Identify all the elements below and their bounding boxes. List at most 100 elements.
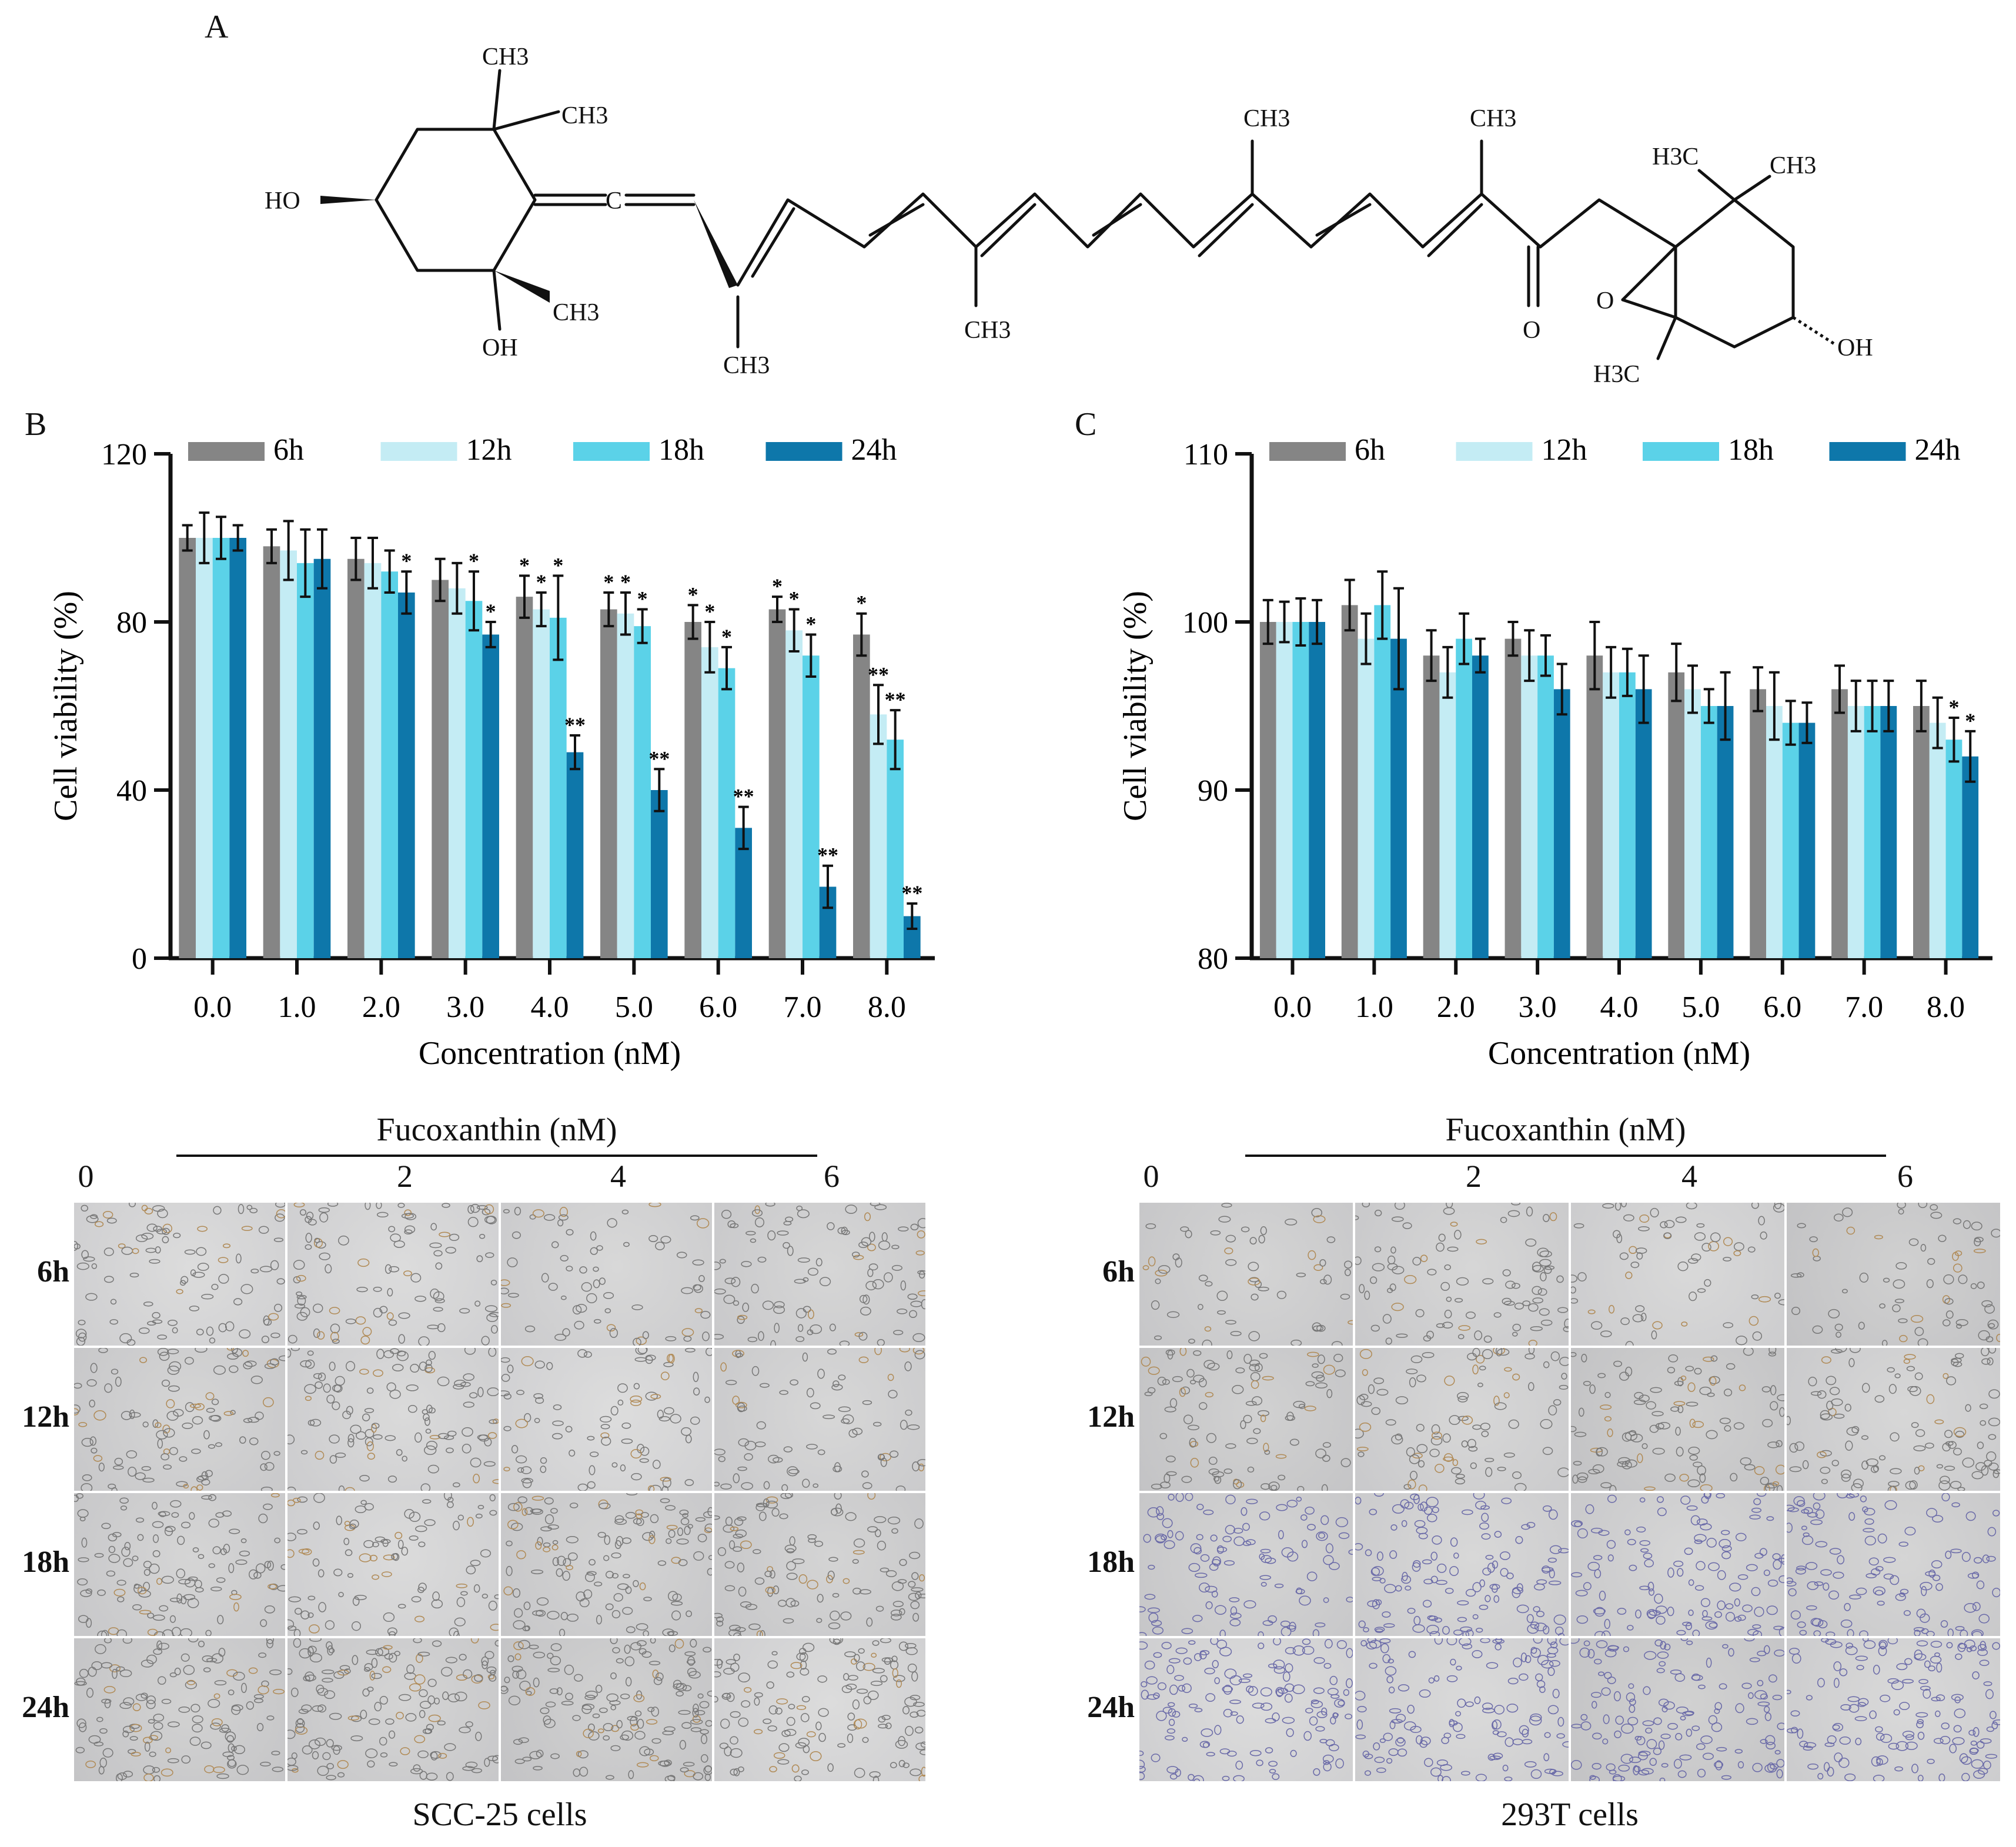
bar-chart-scc25: 0 40 80 120 Cell viability (%) 0.0 1.0 2.0 * 3.0 *… — [48, 433, 935, 1072]
chart0-xtick-label-6: 6.0 — [699, 991, 737, 1024]
left-micrograph-cells-1-1 — [287, 1348, 499, 1491]
chart0-sig-18h-7: * — [805, 612, 816, 635]
chart0-xtick-label-2: 2.0 — [362, 991, 400, 1024]
chart0-sig-12h-6: * — [704, 600, 715, 623]
left-micrograph-2-1 — [287, 1493, 499, 1636]
chart1-legend-label-24h: 24h — [1915, 433, 1961, 467]
mol-label-4: CH3 — [553, 299, 599, 326]
left-micrograph-cells-2-1 — [287, 1493, 499, 1636]
caption-293t: 293T cells — [1501, 1796, 1639, 1833]
left-micrograph-0-0 — [74, 1203, 285, 1346]
chart0-sig-12h-8: ** — [868, 662, 889, 686]
chart0-sig-24h-6: ** — [733, 785, 754, 808]
left-micrograph-cells-2-2 — [503, 1493, 712, 1636]
chart1-xtick-label-6: 6.0 — [1763, 991, 1801, 1024]
left-micrograph-0-2 — [501, 1203, 712, 1346]
chart0-xtick-label-1: 1.0 — [278, 991, 316, 1024]
chart1-xtick-label-3: 3.0 — [1519, 991, 1557, 1024]
mol-label-5: OH — [482, 334, 518, 362]
chart0-xtick-label-7: 7.0 — [784, 991, 822, 1024]
right-micrograph-1-3 — [1787, 1348, 2000, 1491]
chart1-bar-6h-7 — [1831, 689, 1848, 958]
left-col-label-3: 6 — [824, 1159, 840, 1194]
left-micrograph-cells-2-3 — [714, 1493, 925, 1636]
chart0-bar-12h-0 — [196, 538, 213, 958]
chart1-bar-12h-3 — [1521, 655, 1538, 958]
right-col-label-1: 2 — [1466, 1159, 1482, 1194]
right-row-label-1: 12h — [1087, 1400, 1135, 1434]
chart1-bar-6h-3 — [1505, 638, 1522, 958]
right-micrograph-cells-2-3 — [1787, 1493, 2000, 1636]
chart1-ytick-label-1: 90 — [1198, 774, 1228, 808]
panel-label-a: A — [205, 9, 229, 45]
chart0-bar-6h-6 — [684, 622, 701, 958]
fucoxanthin-bracket-left — [176, 1155, 817, 1157]
right-micrograph-cells-0-1 — [1355, 1203, 1569, 1346]
chart0-ylabel: Cell viability (%) — [48, 591, 84, 821]
left-micrograph-1-2 — [501, 1348, 712, 1491]
chart1-bar-18h-7 — [1864, 706, 1881, 958]
chart0-xtick-label-3: 3.0 — [446, 991, 484, 1024]
chart1-legend-swatch-6h — [1269, 442, 1346, 461]
mol-label-13: O — [1596, 287, 1614, 314]
chart0-xtick-label-4: 4.0 — [531, 991, 569, 1024]
mol-label-2: HO — [265, 188, 300, 215]
chart0-xtick-label-8: 8.0 — [868, 991, 906, 1024]
chart0-legend-label-12h: 12h — [466, 433, 512, 467]
right-row-label-0: 6h — [1102, 1254, 1135, 1289]
chart0-bar-12h-4 — [533, 609, 550, 958]
left-micrograph-cells-1-0 — [74, 1348, 285, 1491]
chart1-bar-24h-8 — [1962, 756, 1979, 958]
left-micrograph-3-0 — [74, 1638, 285, 1781]
chart0-bar-24h-4 — [566, 752, 584, 958]
left-micrograph-cells-3-3 — [714, 1638, 925, 1781]
left-micrograph-0-3 — [714, 1203, 925, 1346]
chart0-legend-swatch-18h — [573, 442, 650, 461]
chart1-xlabel: Concentration (nM) — [1488, 1035, 1750, 1072]
mol-label-14: OH — [1837, 334, 1873, 362]
left-micrograph-2-0 — [74, 1493, 285, 1636]
left-micrograph-1-0 — [74, 1348, 285, 1491]
chart0-legend-swatch-24h — [765, 442, 842, 461]
mol-label-7: CH3 — [964, 317, 1011, 344]
chart1-xtick-label-8: 8.0 — [1927, 991, 1965, 1024]
chart1-legend-label-12h: 12h — [1542, 433, 1587, 467]
chart0-sig-6h-5: * — [603, 570, 614, 594]
mol-label-1: CH3 — [561, 102, 608, 129]
chart0-bar-18h-1 — [297, 563, 314, 958]
fucoxanthin-header-left: Fucoxanthin (nM) — [376, 1112, 617, 1148]
chart1-legend-label-18h: 18h — [1728, 433, 1774, 467]
left-micrograph-cells-3-2 — [501, 1638, 712, 1781]
right-micrograph-2-1 — [1355, 1493, 1569, 1636]
chart1-bar-18h-6 — [1782, 722, 1799, 958]
right-col-label-2: 4 — [1681, 1159, 1697, 1194]
left-col-label-0: 0 — [78, 1159, 94, 1194]
chart1-sig-18h-8: * — [1948, 695, 1959, 719]
chart1-xtick-label-5: 5.0 — [1681, 991, 1720, 1024]
chart1-bar-12h-0 — [1276, 622, 1293, 958]
chart0-bar-12h-3 — [449, 588, 466, 958]
chart1-bar-18h-1 — [1374, 605, 1391, 958]
chart1-xtick-label-2: 2.0 — [1437, 991, 1475, 1024]
chart0-ytick-label-2: 80 — [116, 606, 147, 640]
chart0-sig-24h-3: * — [486, 600, 496, 623]
chart0-sig-6h-8: * — [856, 591, 867, 615]
chart0-sig-24h-8: ** — [901, 881, 922, 905]
fucoxanthin-header-right: Fucoxanthin (nM) — [1445, 1112, 1686, 1148]
left-row-label-0: 6h — [37, 1254, 69, 1289]
chart1-ytick-label-0: 80 — [1198, 942, 1228, 976]
chart1-bar-6h-8 — [1913, 706, 1930, 958]
left-row-label-3: 24h — [22, 1690, 69, 1724]
panel-label-b: B — [25, 406, 47, 443]
right-micrograph-2-2 — [1571, 1493, 1784, 1636]
right-micrograph-0-2 — [1571, 1203, 1784, 1346]
chart1-bar-12h-1 — [1358, 638, 1375, 958]
chart1-legend-swatch-24h — [1829, 442, 1906, 461]
right-micrograph-3-2 — [1571, 1638, 1784, 1781]
right-micrograph-1-1 — [1355, 1348, 1569, 1491]
right-micrograph-cells-1-2 — [1571, 1348, 1784, 1491]
chart0-sig-18h-8: ** — [885, 688, 906, 711]
right-micrograph-cells-3-0 — [1139, 1638, 1353, 1781]
right-micrograph-1-2 — [1571, 1348, 1784, 1491]
right-col-label-3: 6 — [1897, 1159, 1913, 1194]
